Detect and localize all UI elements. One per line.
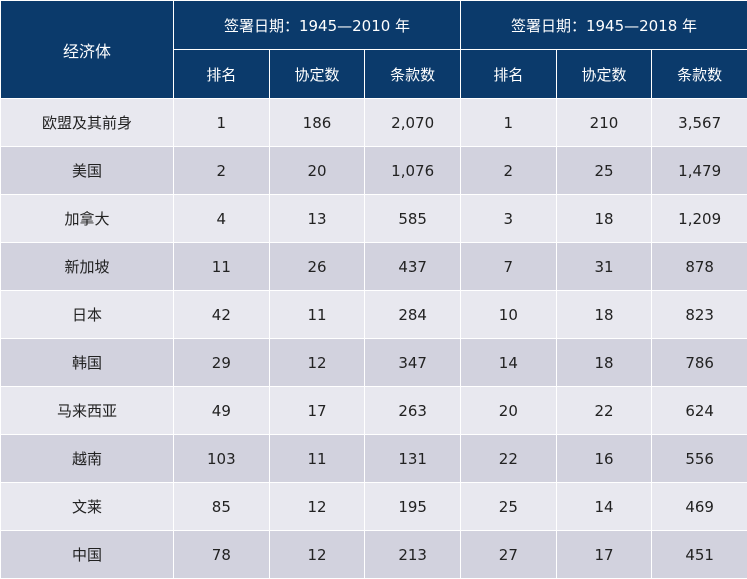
cell-provisions-2018: 3,567 bbox=[652, 99, 747, 147]
cell-provisions-2018: 1,479 bbox=[652, 147, 747, 195]
cell-agreements-2018: 18 bbox=[556, 291, 652, 339]
cell-rank-2018: 25 bbox=[461, 483, 557, 531]
header-provisions-2018: 条款数 bbox=[652, 50, 747, 99]
header-row-groups: 经济体 签署日期：1945—2010 年 签署日期：1945—2018 年 bbox=[1, 1, 747, 50]
cell-agreements-2010: 17 bbox=[269, 387, 365, 435]
cell-rank-2010: 85 bbox=[174, 483, 270, 531]
cell-agreements-2010: 12 bbox=[269, 339, 365, 387]
cell-economy: 越南 bbox=[1, 435, 174, 483]
cell-agreements-2010: 12 bbox=[269, 531, 365, 579]
cell-rank-2010: 1 bbox=[174, 99, 270, 147]
cell-agreements-2018: 17 bbox=[556, 531, 652, 579]
cell-economy: 美国 bbox=[1, 147, 174, 195]
cell-provisions-2018: 624 bbox=[652, 387, 747, 435]
cell-provisions-2018: 878 bbox=[652, 243, 747, 291]
cell-provisions-2010: 347 bbox=[365, 339, 461, 387]
cell-agreements-2010: 12 bbox=[269, 483, 365, 531]
cell-agreements-2010: 13 bbox=[269, 195, 365, 243]
cell-agreements-2018: 16 bbox=[556, 435, 652, 483]
cell-rank-2018: 14 bbox=[461, 339, 557, 387]
cell-provisions-2018: 786 bbox=[652, 339, 747, 387]
cell-rank-2010: 103 bbox=[174, 435, 270, 483]
cell-rank-2018: 10 bbox=[461, 291, 557, 339]
cell-economy: 中国 bbox=[1, 531, 174, 579]
cell-rank-2010: 11 bbox=[174, 243, 270, 291]
cell-economy: 马来西亚 bbox=[1, 387, 174, 435]
cell-provisions-2010: 284 bbox=[365, 291, 461, 339]
cell-rank-2018: 20 bbox=[461, 387, 557, 435]
cell-agreements-2018: 31 bbox=[556, 243, 652, 291]
cell-rank-2018: 22 bbox=[461, 435, 557, 483]
cell-rank-2010: 42 bbox=[174, 291, 270, 339]
cell-provisions-2018: 451 bbox=[652, 531, 747, 579]
cell-provisions-2018: 1,209 bbox=[652, 195, 747, 243]
cell-agreements-2018: 210 bbox=[556, 99, 652, 147]
cell-rank-2010: 78 bbox=[174, 531, 270, 579]
cell-provisions-2010: 131 bbox=[365, 435, 461, 483]
cell-rank-2010: 2 bbox=[174, 147, 270, 195]
cell-provisions-2010: 585 bbox=[365, 195, 461, 243]
cell-provisions-2010: 1,076 bbox=[365, 147, 461, 195]
header-agreements-2010: 协定数 bbox=[269, 50, 365, 99]
cell-rank-2010: 4 bbox=[174, 195, 270, 243]
cell-provisions-2010: 263 bbox=[365, 387, 461, 435]
cell-economy: 新加坡 bbox=[1, 243, 174, 291]
cell-agreements-2018: 14 bbox=[556, 483, 652, 531]
cell-agreements-2018: 22 bbox=[556, 387, 652, 435]
cell-agreements-2010: 186 bbox=[269, 99, 365, 147]
header-provisions-2010: 条款数 bbox=[365, 50, 461, 99]
cell-economy: 文莱 bbox=[1, 483, 174, 531]
header-group-2018: 签署日期：1945—2018 年 bbox=[461, 1, 747, 50]
cell-rank-2010: 29 bbox=[174, 339, 270, 387]
cell-rank-2018: 1 bbox=[461, 99, 557, 147]
cell-economy: 韩国 bbox=[1, 339, 174, 387]
cell-agreements-2018: 18 bbox=[556, 339, 652, 387]
cell-rank-2010: 49 bbox=[174, 387, 270, 435]
table-header: 经济体 签署日期：1945—2010 年 签署日期：1945—2018 年 排名… bbox=[1, 1, 747, 99]
cell-economy: 加拿大 bbox=[1, 195, 174, 243]
cell-agreements-2010: 11 bbox=[269, 291, 365, 339]
cell-agreements-2018: 25 bbox=[556, 147, 652, 195]
cell-agreements-2018: 18 bbox=[556, 195, 652, 243]
header-economy: 经济体 bbox=[1, 1, 174, 99]
cell-provisions-2018: 823 bbox=[652, 291, 747, 339]
cell-rank-2018: 3 bbox=[461, 195, 557, 243]
cell-provisions-2010: 437 bbox=[365, 243, 461, 291]
cell-economy: 欧盟及其前身 bbox=[1, 99, 174, 147]
cell-provisions-2010: 213 bbox=[365, 531, 461, 579]
cell-rank-2018: 2 bbox=[461, 147, 557, 195]
header-rank-2018: 排名 bbox=[461, 50, 557, 99]
header-agreements-2018: 协定数 bbox=[556, 50, 652, 99]
cell-provisions-2018: 469 bbox=[652, 483, 747, 531]
cell-provisions-2010: 2,070 bbox=[365, 99, 461, 147]
cell-rank-2018: 7 bbox=[461, 243, 557, 291]
cell-provisions-2010: 195 bbox=[365, 483, 461, 531]
cell-rank-2018: 27 bbox=[461, 531, 557, 579]
cell-provisions-2018: 556 bbox=[652, 435, 747, 483]
cell-agreements-2010: 11 bbox=[269, 435, 365, 483]
cell-agreements-2010: 20 bbox=[269, 147, 365, 195]
cell-economy: 日本 bbox=[1, 291, 174, 339]
header-rank-2010: 排名 bbox=[174, 50, 270, 99]
cell-agreements-2010: 26 bbox=[269, 243, 365, 291]
header-group-2010: 签署日期：1945—2010 年 bbox=[174, 1, 461, 50]
